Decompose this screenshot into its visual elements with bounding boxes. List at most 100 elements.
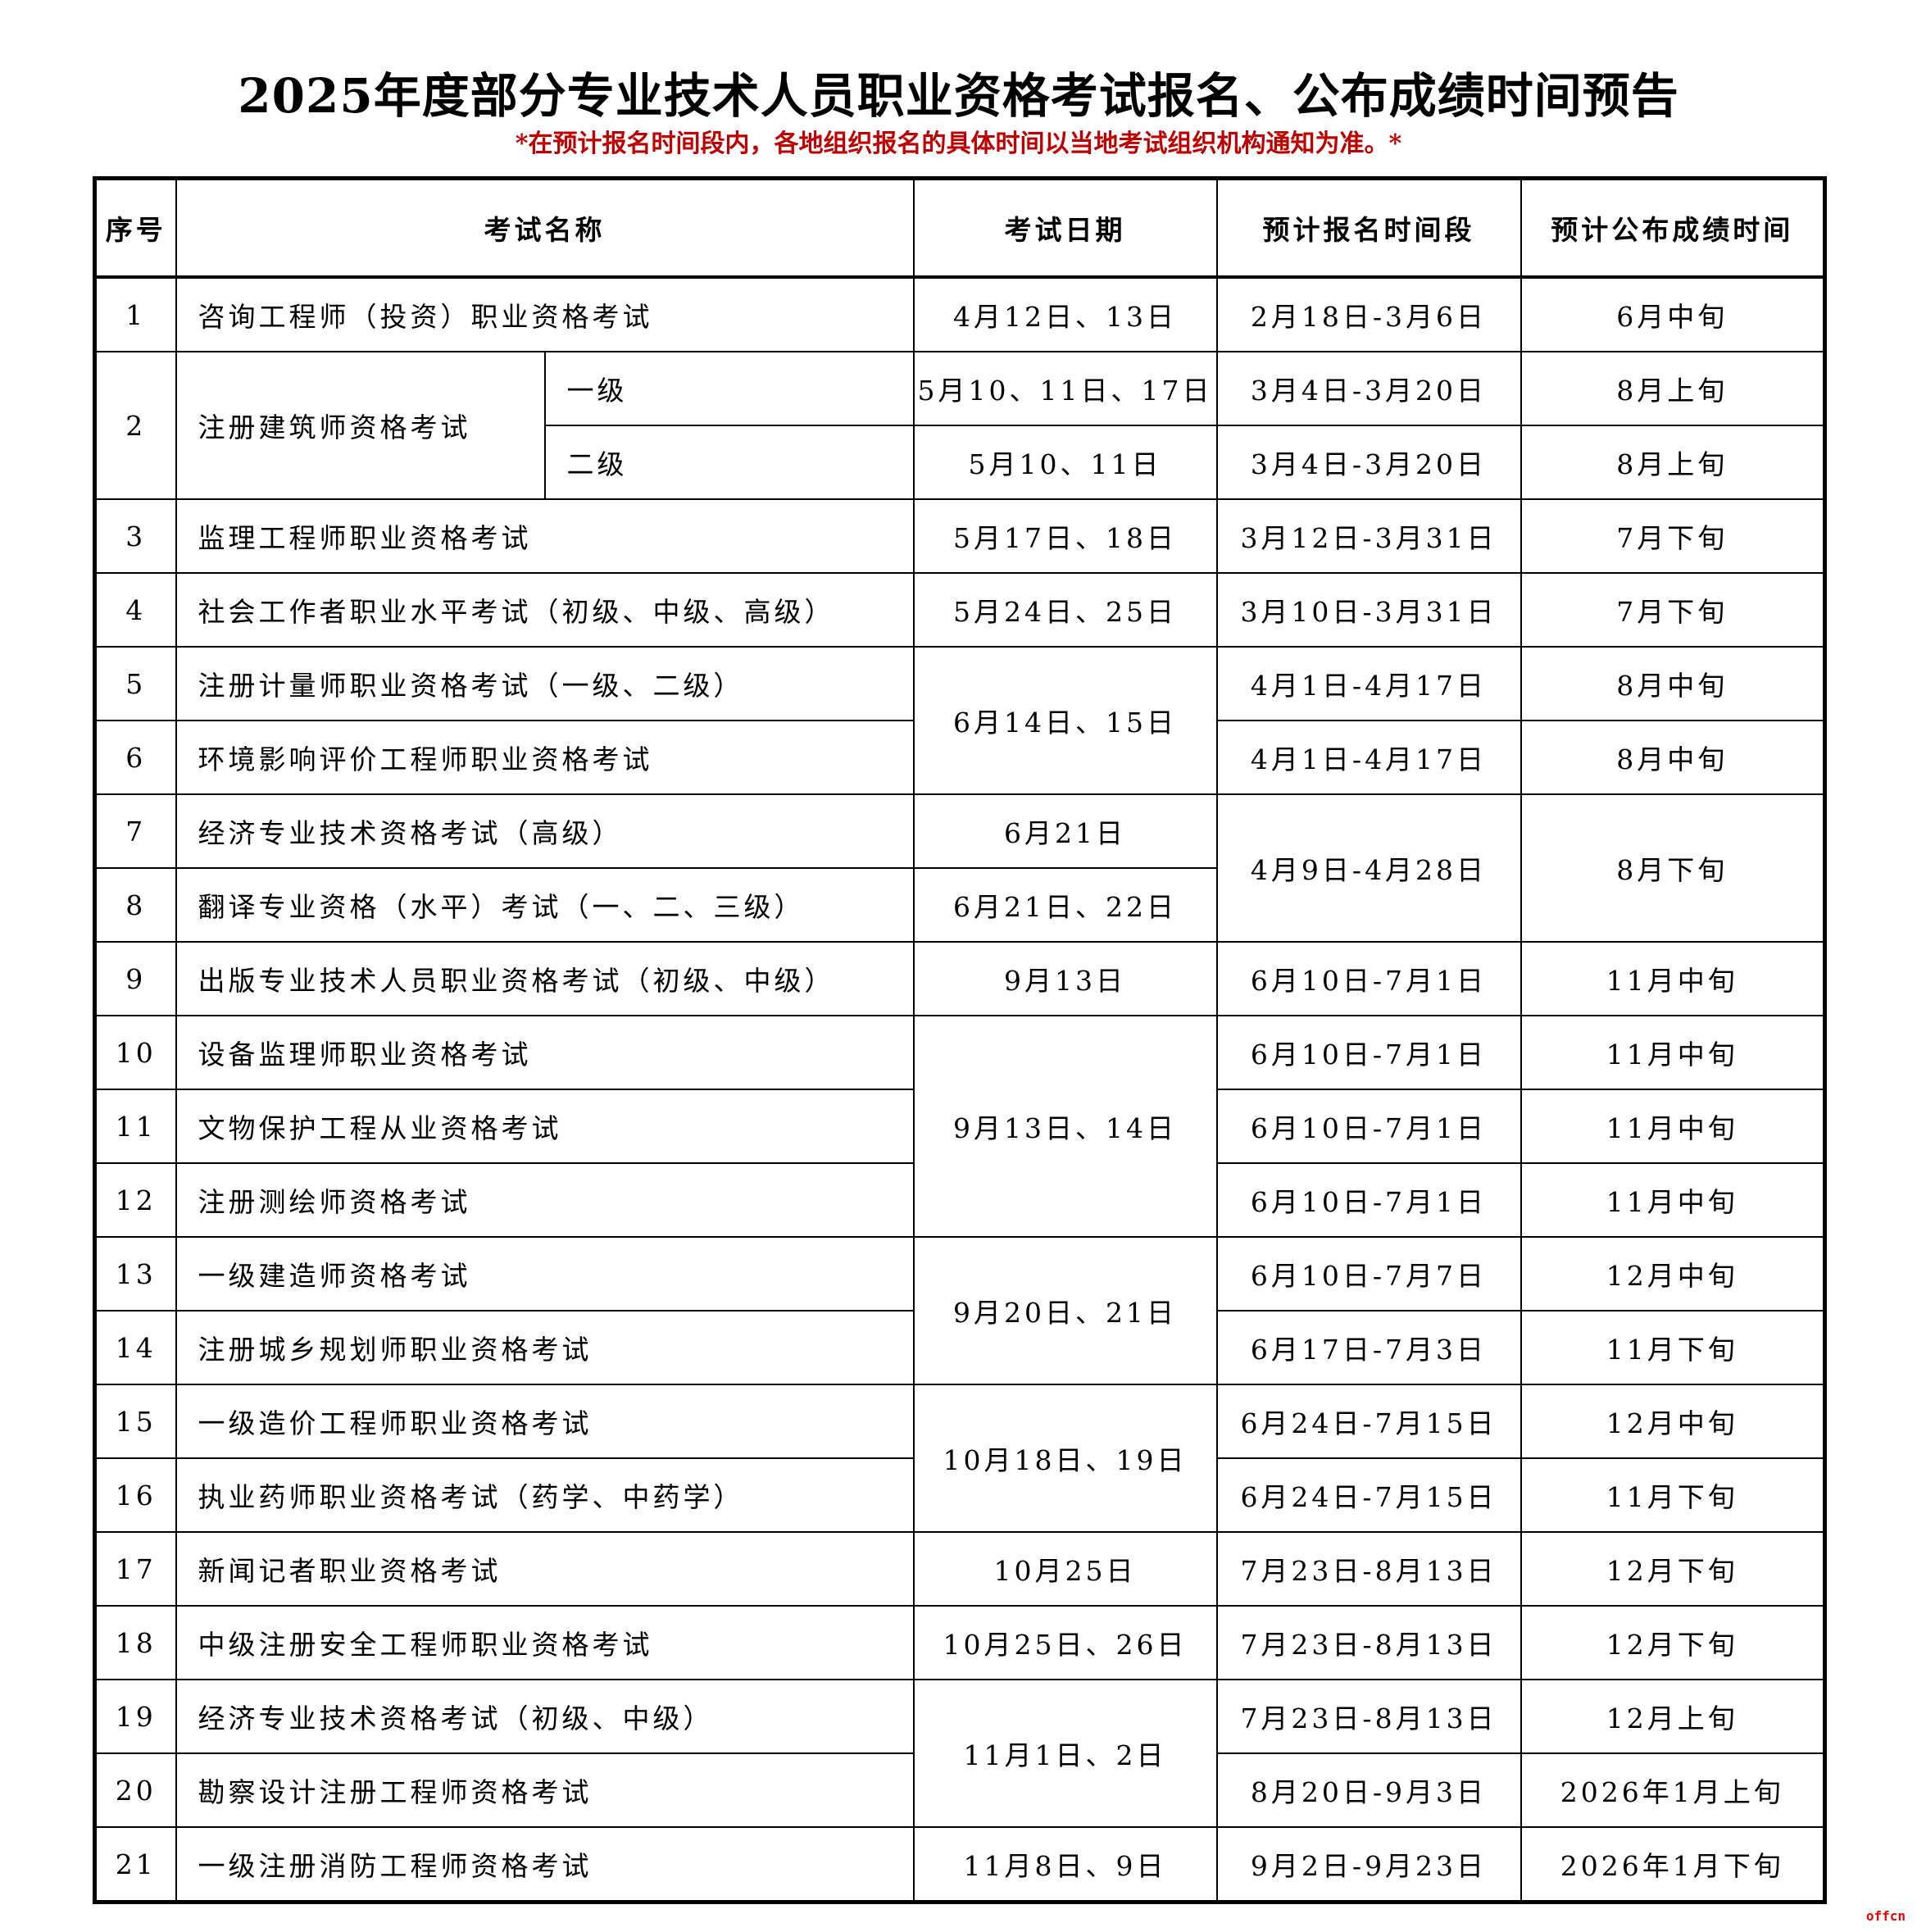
- cell-exam-name: 注册城乡规划师职业资格考试: [175, 1310, 915, 1385]
- cell-no: 14: [93, 1310, 177, 1385]
- cell-registration-period: 7月23日-8月13日: [1215, 1531, 1522, 1607]
- cell-exam-date: 4月12日、13日: [912, 276, 1218, 352]
- header-registration: 预计报名时间段: [1215, 177, 1522, 279]
- cell-exam-name: 出版专业技术人员职业资格考试（初级、中级）: [175, 941, 915, 1016]
- cell-exam-date: 5月10、11日: [912, 425, 1218, 500]
- cell-exam-name: 咨询工程师（投资）职业资格考试: [175, 276, 915, 352]
- cell-result-time: 12月中旬: [1520, 1236, 1826, 1311]
- cell-result-time: 2026年1月下旬: [1520, 1826, 1826, 1903]
- table-row: 21 一级注册消防工程师资格考试 11月8日、9日 9月2日-9月23日 2026年1月…: [93, 1826, 1826, 1903]
- cell-no: 15: [93, 1384, 177, 1459]
- page-title: 2025年度部分专业技术人员职业资格考试报名、公布成绩时间预告: [238, 68, 1679, 124]
- cell-exam-name: 社会工作者职业水平考试（初级、中级、高级）: [175, 572, 915, 648]
- cell-no: 13: [93, 1236, 177, 1311]
- cell-exam-date: 11月8日、9日: [912, 1826, 1218, 1903]
- cell-result-time: 8月中旬: [1520, 646, 1826, 721]
- table-row: 8 翻译专业资格（水平）考试（一、二、三级） 6月21日、22日: [93, 867, 1825, 943]
- cell-result-time: 8月下旬: [1520, 793, 1826, 943]
- cell-no: 10: [93, 1015, 177, 1090]
- cell-exam-date: 5月10、11日、17日: [912, 351, 1218, 426]
- cell-result-time: 12月下旬: [1520, 1605, 1826, 1680]
- cell-registration-period: 6月17日-7月3日: [1215, 1310, 1522, 1385]
- table-row: 10 设备监理师职业资格考试 9月13日、14日 6月10日-7月1日 11月中旬: [93, 1015, 1826, 1238]
- cell-registration-period: 4月9日-4月28日: [1215, 793, 1522, 943]
- cell-exam-date: 10月25日、26日: [912, 1605, 1218, 1680]
- table-row: 20 勘察设计注册工程师资格考试 8月20日-9月3日 2026年1月上旬: [93, 1752, 1826, 1828]
- cell-registration-period: 3月4日-3月20日: [1215, 425, 1522, 500]
- cell-registration-period: 4月1日-4月17日: [1215, 646, 1522, 721]
- cell-no: 17: [93, 1531, 177, 1607]
- cell-registration-period: 8月20日-9月3日: [1215, 1752, 1522, 1828]
- table-row: 14 注册城乡规划师职业资格考试 6月17日-7月3日 11月下旬: [93, 1310, 1826, 1385]
- cell-no: 20: [93, 1752, 177, 1828]
- cell-exam-date: 9月13日: [912, 941, 1218, 1016]
- cell-level: 二级: [543, 425, 915, 500]
- cell-exam-name: 注册计量师职业资格考试（一级、二级）: [175, 646, 915, 721]
- cell-registration-period: 6月24日-7月15日: [1215, 1384, 1522, 1459]
- cell-no: 21: [93, 1826, 177, 1903]
- cell-registration-period: 6月10日-7月1日: [1215, 941, 1522, 1016]
- table-row: 1 咨询工程师（投资）职业资格考试 4月12日、13日 2月18日-3月6日 6月中旬: [93, 276, 1826, 352]
- cell-exam-date: 10月25日: [912, 1531, 1218, 1607]
- table-row: 17 新闻记者职业资格考试 10月25日 7月23日-8月13日 12月下旬: [93, 1531, 1826, 1607]
- exam-schedule-table: 序号 考试名称 考试日期 预计报名时间段 预计公布成绩时间 1 咨询工程师（投资）…: [93, 176, 1827, 1904]
- cell-no: 9: [93, 941, 177, 1016]
- cell-registration-period: 2月18日-3月6日: [1215, 276, 1522, 352]
- cell-no: 12: [93, 1162, 177, 1238]
- cell-registration-period: 4月1日-4月17日: [1215, 720, 1522, 795]
- table-row: 6 环境影响评价工程师职业资格考试 4月1日-4月17日 8月中旬: [93, 720, 1826, 795]
- cell-exam-date: 5月24日、25日: [912, 572, 1218, 648]
- cell-registration-period: 6月10日-7月1日: [1215, 1015, 1522, 1090]
- cell-exam-name: 一级注册消防工程师资格考试: [175, 1826, 915, 1903]
- cell-no: 6: [93, 720, 177, 795]
- cell-result-time: 12月中旬: [1520, 1384, 1826, 1459]
- cell-exam-name: 新闻记者职业资格考试: [175, 1531, 915, 1607]
- cell-exam-date: 10月18日、19日: [912, 1384, 1218, 1533]
- table-row: 13 一级建造师资格考试 9月20日、21日 6月10日-7月7日 12月中旬: [93, 1236, 1826, 1385]
- table-row: 2 注册建筑师资格考试 一级 5月10、11日、17日 3月4日-3月20日 8月上旬: [93, 351, 1826, 500]
- header-result: 预计公布成绩时间: [1520, 177, 1826, 279]
- cell-exam-name: 经济专业技术资格考试（初级、中级）: [175, 1679, 915, 1754]
- cell-exam-name: 设备监理师职业资格考试: [175, 1015, 915, 1090]
- cell-result-time: 11月中旬: [1520, 1089, 1826, 1164]
- table-row: 5 注册计量师职业资格考试（一级、二级） 6月14日、15日 4月1日-4月17日 8月…: [93, 646, 1826, 795]
- cell-exam-name: 注册建筑师资格考试: [175, 351, 546, 500]
- cell-no: 1: [93, 276, 177, 352]
- cell-result-time: 7月下旬: [1520, 572, 1826, 648]
- cell-result-time: 11月中旬: [1520, 941, 1826, 1016]
- cell-result-time: 11月下旬: [1520, 1457, 1826, 1533]
- table-row: 二级 5月10、11日 3月4日-3月20日 8月上旬: [95, 425, 1826, 500]
- table-row: 18 中级注册安全工程师职业资格考试 10月25日、26日 7月23日-8月13日 12…: [93, 1605, 1826, 1680]
- table-row: 11 文物保护工程从业资格考试 6月10日-7月1日 11月中旬: [93, 1089, 1826, 1164]
- table-row: 3 监理工程师职业资格考试 5月17日、18日 3月12日-3月31日 7月下旬: [93, 498, 1826, 574]
- cell-result-time: 8月上旬: [1520, 351, 1826, 426]
- cell-result-time: 12月上旬: [1520, 1679, 1826, 1754]
- cell-registration-period: 6月24日-7月15日: [1215, 1457, 1522, 1533]
- notice-subtitle: *在预计报名时间段内，各地组织报名的具体时间以当地考试组织机构通知为准。*: [515, 130, 1402, 158]
- table-row: 12 注册测绘师资格考试 6月10日-7月1日 11月中旬: [93, 1162, 1826, 1238]
- cell-no: 18: [93, 1605, 177, 1680]
- cell-result-time: 12月下旬: [1520, 1531, 1826, 1607]
- table-row: 16 执业药师职业资格考试（药学、中药学） 6月24日-7月15日 11月下旬: [93, 1457, 1826, 1533]
- table-row: 7 经济专业技术资格考试（高级） 6月21日 4月9日-4月28日 8月下旬: [93, 793, 1826, 943]
- cell-no: 7: [93, 793, 177, 869]
- cell-registration-period: 9月2日-9月23日: [1215, 1826, 1522, 1903]
- cell-exam-name: 监理工程师职业资格考试: [175, 498, 915, 574]
- cell-exam-name: 一级造价工程师职业资格考试: [175, 1384, 915, 1459]
- cell-exam-name: 执业药师职业资格考试（药学、中药学）: [175, 1457, 915, 1533]
- cell-exam-name: 中级注册安全工程师职业资格考试: [175, 1605, 915, 1680]
- cell-exam-name: 环境影响评价工程师职业资格考试: [175, 720, 915, 795]
- cell-no: 4: [93, 572, 177, 648]
- cell-no: 2: [93, 351, 177, 500]
- cell-registration-period: 3月10日-3月31日: [1215, 572, 1522, 648]
- cell-no: 3: [93, 498, 177, 574]
- header-no: 序号: [93, 177, 177, 279]
- cell-no: 8: [93, 867, 177, 943]
- cell-exam-name: 文物保护工程从业资格考试: [175, 1089, 915, 1164]
- cell-result-time: 11月下旬: [1520, 1310, 1826, 1385]
- cell-result-time: 8月上旬: [1520, 425, 1826, 500]
- cell-result-time: 11月中旬: [1520, 1015, 1826, 1090]
- table-row: 15 一级造价工程师职业资格考试 10月18日、19日 6月24日-7月15日 12月中…: [93, 1384, 1826, 1533]
- cell-exam-name: 翻译专业资格（水平）考试（一、二、三级）: [175, 867, 915, 943]
- header-date: 考试日期: [912, 177, 1218, 279]
